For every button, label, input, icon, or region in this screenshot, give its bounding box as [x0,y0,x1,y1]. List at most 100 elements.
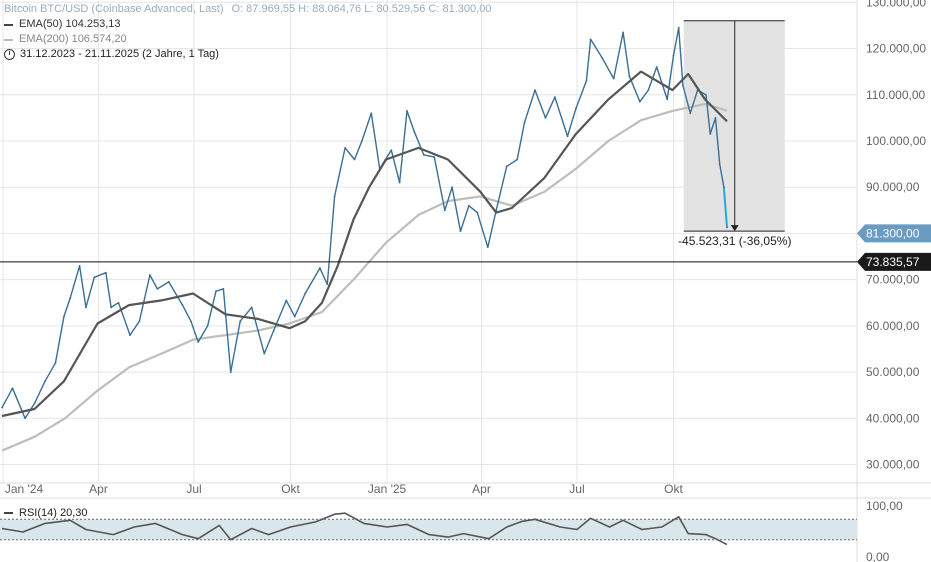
price-point [534,89,536,92]
price-point [544,116,547,119]
rsi-band [0,519,857,540]
price-point [467,204,470,207]
price-point [11,387,14,390]
price-point [326,283,329,286]
y-tick-label: 130.000,00 [866,0,926,9]
x-tick-label: Jan '24 [5,482,44,496]
price-point [476,211,479,214]
price-point [647,89,650,92]
price-point [682,84,684,87]
y-tick-label: 30.000,00 [866,458,920,472]
ema50-swatch [4,23,13,26]
price-point [628,75,631,78]
price-point [44,380,46,383]
price-point [54,361,57,364]
clock-icon [4,49,15,60]
y-tick-label: 120.000,00 [866,42,926,56]
price-point [33,402,36,405]
price-point [344,147,346,149]
legend-ema200-row[interactable]: EMA(200) 106.574,20 [4,32,491,47]
instrument-name: Bitcoin BTC/USD (Coinbase Advanced, Last… [4,3,224,15]
price-point [666,98,669,101]
price-point [222,287,225,290]
price-point [304,292,307,295]
price-point [78,264,81,267]
x-tick-label: Jul [186,482,201,496]
price-point [718,163,721,165]
price-point [413,130,416,133]
price-point [505,165,508,168]
drawdown-arrow-head [730,225,739,232]
price-point [722,186,725,189]
price-point [63,315,65,318]
price-point [250,306,253,309]
y-tick-label: 100.000,00 [866,134,926,148]
rsi-tick-label: 100,00 [866,499,903,513]
price-point [516,158,519,161]
price-point [566,135,569,138]
price-point [360,140,363,142]
drawdown-range-box: -45.523,31 (-36,05%) [678,20,791,248]
price-point [197,341,200,343]
price-point [206,324,209,327]
price-point [575,107,577,110]
price-point [398,181,401,184]
price-badges: 81.300,00 73.835,57 [857,224,931,271]
price-point [69,297,72,300]
legend-range-row[interactable]: 31.12.2023 - 21.11.2025 (2 Jahre, 1 Tag) [4,47,491,62]
rsi-tick-label: 0,00 [866,550,890,562]
price-point [459,230,462,233]
price-point [167,281,170,283]
price-point [709,133,712,135]
price-point [433,156,436,159]
price-point [104,271,107,274]
price-point [189,320,192,323]
price-point [353,158,356,161]
price-point [554,96,556,98]
price-point [451,186,454,189]
rsi-label: RSI(14) 20,30 [19,507,88,519]
legend-instrument-row: Bitcoin BTC/USD (Coinbase Advanced, Last… [4,2,491,17]
x-tick-label: Okt [281,482,300,496]
price-point [523,121,526,124]
price-last-segment [722,187,728,228]
price-point [138,320,141,323]
legend-ema50-row[interactable]: EMA(50) 104.253,13 [4,17,491,32]
x-tick-label: Jan '25 [368,482,407,496]
ema50-series [1,70,728,418]
y-tick-label: 50.000,00 [866,365,920,379]
last-price-badge-label: 81.300,00 [866,226,920,240]
price-point [390,149,393,152]
price-point [622,31,625,34]
price-point [714,116,717,119]
price-point [229,371,232,373]
ema200-label: EMA(200) 106.574,20 [19,33,127,45]
price-point [239,320,242,323]
ohlc-values: O: 87.969,55 H: 88.064,76 L: 80.529,56 C… [231,3,492,15]
price-point [677,26,680,29]
price-point [705,93,707,96]
price-point [589,38,592,41]
rsi-legend[interactable]: RSI(14) 20,30 [4,507,87,519]
price-point [422,153,425,156]
price-point [181,304,184,306]
price-series [1,26,728,420]
last-price-badge-shape [857,224,931,243]
ema200-series [1,102,728,452]
drawdown-label: -45.523,31 (-36,05%) [678,234,791,248]
y-tick-label: 60.000,00 [866,319,920,333]
price-point [117,301,120,304]
price-point [601,56,604,59]
price-point [639,100,641,103]
price-point [93,276,96,279]
price-point [263,352,266,355]
price-point [149,274,151,276]
price-point [285,299,288,302]
ema50-label: EMA(50) 104.253,13 [19,18,121,30]
rsi-panel: 100,00 0,00 [0,499,903,562]
price-point [24,417,26,420]
price-line [1,27,728,419]
price-point [689,112,692,115]
